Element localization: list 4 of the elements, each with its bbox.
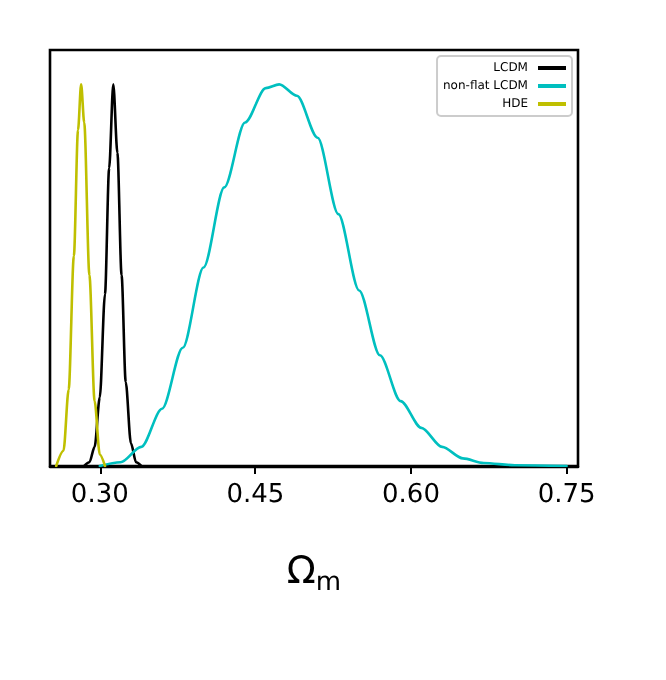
x-tick-label: 0.75 bbox=[537, 480, 596, 510]
x-tick-label: 0.45 bbox=[226, 480, 285, 510]
x-tick-label: 0.60 bbox=[382, 480, 440, 510]
x-tick-label: 0.30 bbox=[70, 480, 129, 510]
